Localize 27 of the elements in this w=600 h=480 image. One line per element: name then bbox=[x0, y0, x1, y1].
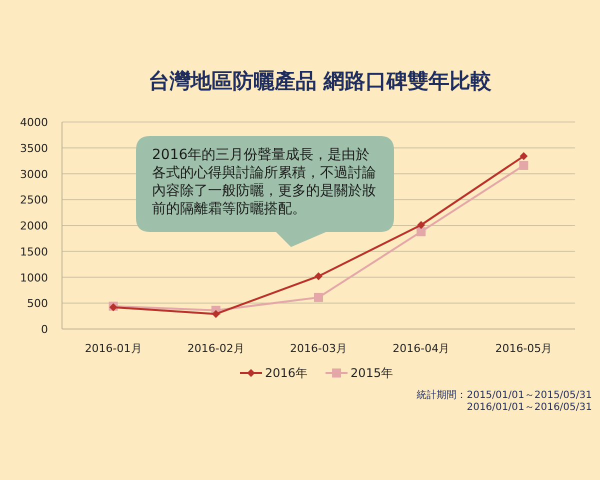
point bbox=[212, 310, 220, 318]
point bbox=[314, 292, 323, 302]
point bbox=[416, 227, 426, 236]
legend-label: 2015年 bbox=[350, 366, 394, 380]
y-tick-label: 500 bbox=[27, 297, 48, 310]
text: 2016/01/01～2016/05/31 bbox=[466, 402, 592, 413]
text: 統計期間：2015/01/01～2015/05/31 bbox=[416, 389, 592, 401]
x-tick-label: 2016-03月 bbox=[290, 342, 347, 355]
y-tick-label: 3500 bbox=[20, 142, 48, 155]
y-tick-label: 1000 bbox=[20, 271, 48, 284]
y-tick-label: 3000 bbox=[20, 168, 48, 181]
legend-label: 2016年 bbox=[265, 366, 308, 380]
x-tick-label: 2016-02月 bbox=[187, 342, 244, 355]
y-tick-label: 4000 bbox=[20, 116, 48, 129]
y-tick-label: 0 bbox=[41, 323, 48, 336]
point bbox=[417, 220, 426, 229]
x-tick-label: 2016-04月 bbox=[392, 342, 450, 355]
annotation: 2016年的三月份聲量成長，是由於各式的心得與討論所累積，不過討論內容除了一般防曬，更多的是關於妝前的隔離霜等防曬搭配。 bbox=[151, 146, 377, 219]
chart-title: 台灣地區防曬產品 網路口碑雙年比較 bbox=[148, 69, 493, 93]
point bbox=[314, 272, 322, 280]
x-tick-label: 2016-01月 bbox=[84, 342, 142, 355]
y-tick-label: 2000 bbox=[20, 220, 48, 232]
x-tick-label: 2016-05月 bbox=[495, 342, 552, 355]
y-tick-label: 2500 bbox=[20, 194, 48, 207]
y-tick-label: 1500 bbox=[20, 245, 48, 258]
point bbox=[519, 160, 528, 170]
point bbox=[520, 152, 528, 160]
